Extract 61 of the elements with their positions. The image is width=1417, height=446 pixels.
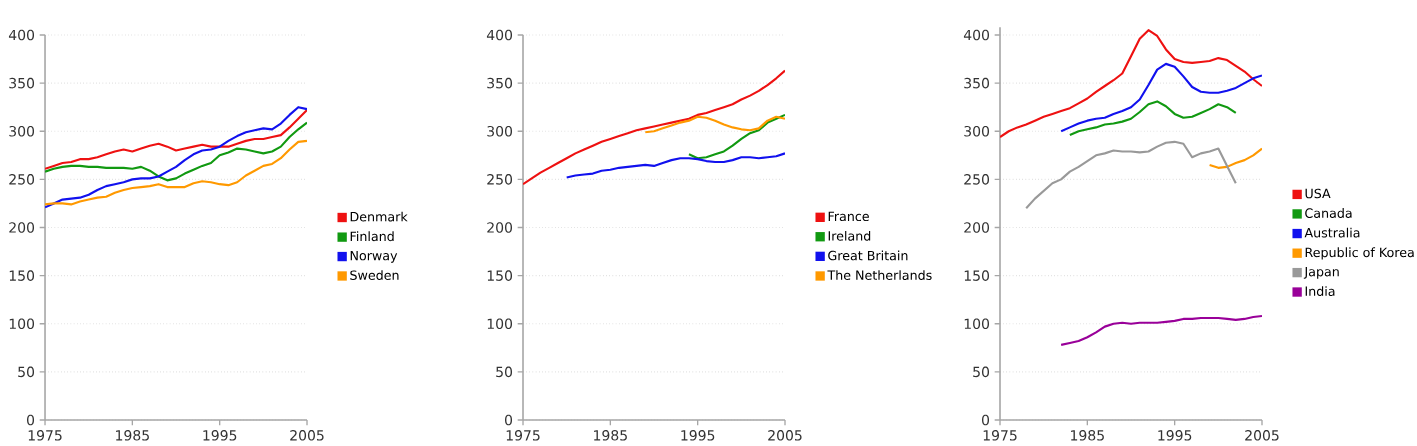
y-tick-label: 350 bbox=[487, 77, 513, 89]
y-tick-label: 300 bbox=[487, 125, 513, 137]
line-series bbox=[1000, 29, 1262, 139]
x-tick-label: 1995 bbox=[1158, 430, 1192, 441]
x-tick-label: 1985 bbox=[116, 430, 149, 441]
legend-label: Australia bbox=[1304, 227, 1360, 238]
x-tick-label: 1975 bbox=[983, 430, 1017, 441]
x-tick-label: 2005 bbox=[290, 430, 324, 441]
legend-label: Republic of Korea bbox=[1305, 247, 1414, 260]
legend-label: Norway bbox=[350, 250, 398, 263]
legend-label: Japan bbox=[1303, 266, 1339, 279]
line-series bbox=[644, 115, 786, 134]
line-series bbox=[45, 106, 308, 209]
y-tick-label: 100 bbox=[9, 318, 35, 330]
y-tick-label: 350 bbox=[9, 77, 35, 89]
legend-label: Sweden bbox=[350, 270, 399, 280]
y-tick-label: 150 bbox=[9, 270, 35, 281]
y-tick-label: 250 bbox=[9, 174, 35, 185]
y-tick-label: 200 bbox=[964, 222, 990, 233]
y-tick-label: 0 bbox=[504, 414, 513, 426]
y-tick-label: 400 bbox=[8, 29, 35, 41]
legend-label: USA bbox=[1305, 188, 1331, 199]
line-series bbox=[1208, 147, 1262, 169]
y-tick-label: 200 bbox=[9, 222, 35, 233]
legend-label: Great Britain bbox=[828, 250, 908, 261]
x-tick-label: 1995 bbox=[681, 430, 715, 441]
y-tick-label: 300 bbox=[964, 125, 990, 137]
x-tick-label: 1985 bbox=[594, 430, 627, 441]
legend-label: The Netherlands bbox=[827, 270, 932, 280]
y-tick-label: 300 bbox=[9, 125, 35, 137]
y-tick-label: 100 bbox=[487, 318, 513, 330]
y-tick-label: 100 bbox=[964, 318, 990, 330]
y-tick-label: 200 bbox=[487, 222, 513, 233]
y-tick-label: 400 bbox=[963, 29, 990, 41]
y-tick-label: 50 bbox=[18, 366, 35, 378]
y-tick-label: 150 bbox=[964, 270, 990, 281]
x-tick-label: 1975 bbox=[506, 430, 540, 441]
x-tick-label: 1985 bbox=[1071, 430, 1104, 441]
legend-label: France bbox=[828, 211, 869, 222]
y-tick-label: 0 bbox=[981, 414, 990, 426]
y-tick-label: 50 bbox=[973, 366, 990, 378]
legend-label: Denmark bbox=[350, 211, 408, 222]
line-series bbox=[1060, 62, 1262, 133]
x-tick-label: 2005 bbox=[1245, 430, 1279, 441]
x-tick-label: 1995 bbox=[203, 430, 237, 441]
line-series bbox=[687, 113, 786, 160]
line-series bbox=[1068, 100, 1237, 137]
legend-label: Canada bbox=[1305, 208, 1352, 218]
y-tick-label: 150 bbox=[487, 270, 513, 281]
legend-label: Finland bbox=[350, 231, 394, 242]
y-tick-label: 250 bbox=[487, 174, 513, 185]
y-tick-label: 50 bbox=[496, 366, 513, 378]
x-tick-label: 1975 bbox=[28, 430, 62, 441]
y-tick-label: 400 bbox=[486, 29, 513, 41]
y-tick-label: 350 bbox=[964, 77, 990, 89]
y-tick-label: 0 bbox=[26, 414, 35, 426]
legend-label: India bbox=[1305, 286, 1335, 297]
x-tick-label: 2005 bbox=[768, 430, 802, 441]
line-series bbox=[565, 152, 786, 179]
legend-label: Ireland bbox=[828, 230, 871, 241]
y-tick-label: 250 bbox=[964, 174, 990, 185]
